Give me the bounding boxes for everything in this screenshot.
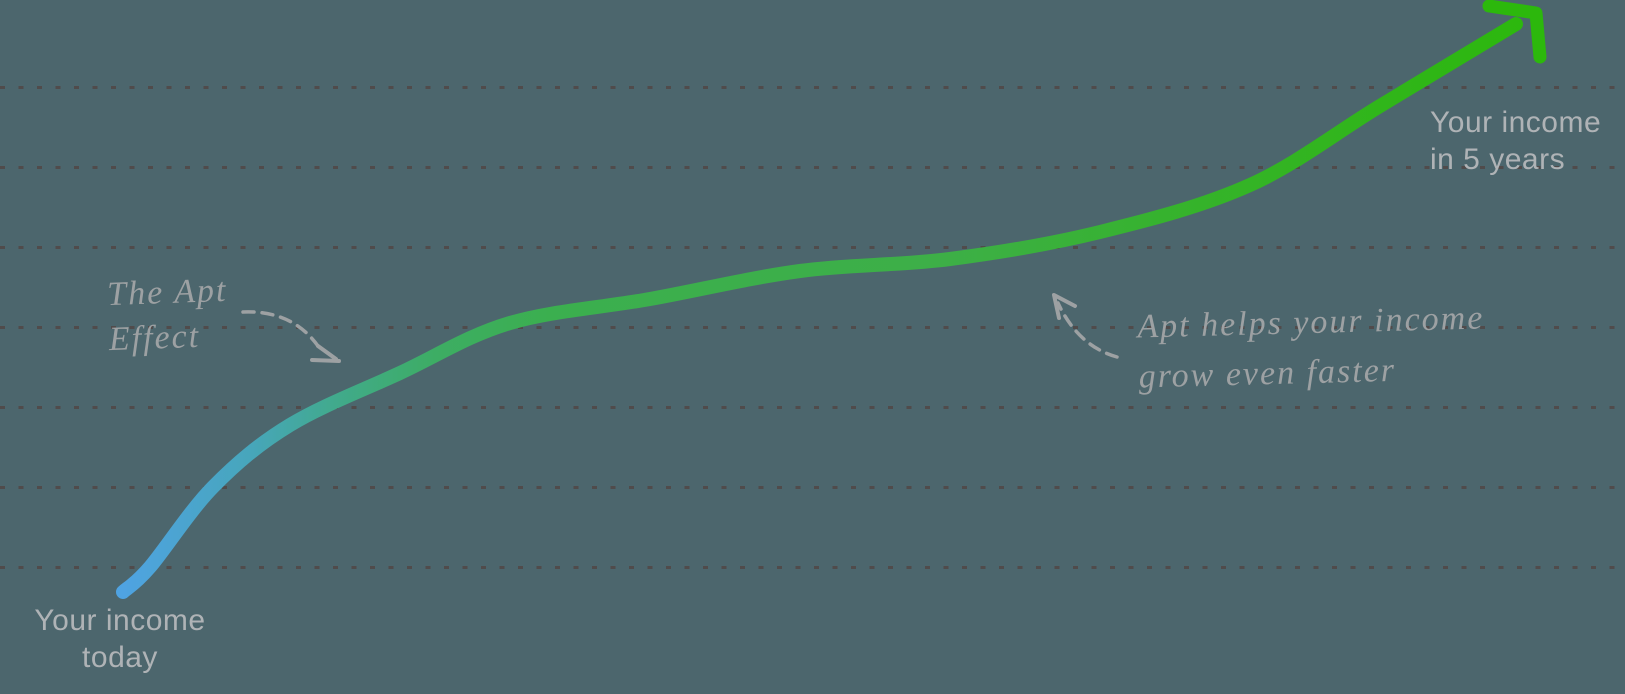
dashed-connector bbox=[1056, 301, 1119, 359]
arrowhead-icon bbox=[1052, 293, 1077, 320]
growth-arrow-icon bbox=[1482, 0, 1547, 64]
label-income-5-years: Your income in 5 years bbox=[1430, 104, 1601, 178]
note-apt-helps-line2: grow even faster bbox=[1138, 351, 1397, 396]
label-income-today: Your income today bbox=[8, 602, 232, 676]
note-apt-effect-line2: Effect bbox=[108, 317, 201, 359]
annotation-arrow-apt-helps bbox=[1052, 293, 1119, 359]
note-apt-effect: The Apt Effect bbox=[106, 268, 229, 362]
income-curve-line bbox=[116, 17, 1523, 599]
gridline bbox=[0, 246, 1625, 249]
arrowhead-icon bbox=[310, 344, 341, 363]
note-apt-helps-line1: Apt helps your income bbox=[1136, 299, 1485, 346]
gridline bbox=[0, 566, 1625, 569]
gridline bbox=[0, 326, 1625, 329]
label-income-today-line1: Your income bbox=[34, 604, 206, 637]
gridline bbox=[0, 166, 1625, 169]
gridline bbox=[0, 486, 1625, 489]
dashed-connector bbox=[241, 310, 320, 348]
note-apt-effect-line1: The Apt bbox=[106, 271, 228, 314]
gridline bbox=[0, 86, 1625, 89]
note-apt-helps: Apt helps your income grow even faster bbox=[1137, 293, 1486, 402]
label-income-5-years-line1: Your income bbox=[1430, 106, 1602, 139]
label-income-5-years-line2: in 5 years bbox=[1430, 143, 1566, 176]
annotation-arrow-apt-effect bbox=[241, 310, 341, 363]
gridline bbox=[0, 406, 1625, 409]
label-income-today-line2: today bbox=[82, 641, 158, 674]
